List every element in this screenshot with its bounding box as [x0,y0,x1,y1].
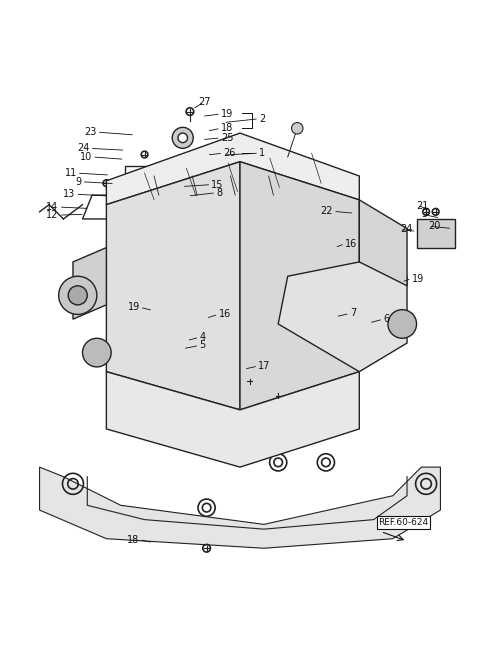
Text: 9: 9 [75,177,82,187]
Text: 17: 17 [258,361,271,371]
Circle shape [388,309,417,338]
Text: 5: 5 [199,340,206,350]
Circle shape [68,285,87,305]
Text: 26: 26 [223,148,236,158]
Text: 16: 16 [345,239,357,249]
Text: 2: 2 [259,114,265,124]
Text: 11: 11 [64,168,77,178]
Text: 3: 3 [421,209,428,219]
Circle shape [291,123,303,134]
Text: 24: 24 [77,143,90,153]
Circle shape [172,127,193,148]
Text: 19: 19 [221,109,233,119]
Text: REF.60-624: REF.60-624 [378,518,429,527]
Text: 12: 12 [46,210,59,220]
Polygon shape [73,247,107,319]
Text: 18: 18 [127,535,139,545]
Polygon shape [278,262,407,372]
Text: 8: 8 [216,187,222,197]
Polygon shape [107,372,360,467]
Text: 10: 10 [80,152,92,162]
Polygon shape [360,200,407,285]
Text: 13: 13 [63,189,75,199]
Text: 7: 7 [350,308,356,318]
Polygon shape [107,133,360,205]
Text: 24: 24 [400,225,412,235]
Text: 19: 19 [128,302,140,312]
Circle shape [59,276,97,314]
Text: 20: 20 [429,221,441,231]
Polygon shape [107,161,240,410]
Polygon shape [240,161,360,410]
Text: 25: 25 [221,133,233,143]
Circle shape [178,133,188,143]
Text: 4: 4 [199,332,205,342]
Text: 27: 27 [198,97,210,107]
Text: 16: 16 [218,309,231,319]
Polygon shape [39,467,441,548]
Text: 23: 23 [84,127,97,137]
Text: 6: 6 [383,314,389,324]
Text: 21: 21 [417,201,429,211]
Text: 1: 1 [259,148,265,158]
Text: 15: 15 [211,179,224,189]
Polygon shape [417,219,455,247]
Text: 22: 22 [321,206,333,216]
Text: 14: 14 [47,202,59,212]
Text: 19: 19 [412,273,424,283]
Circle shape [83,338,111,367]
Text: 18: 18 [221,123,233,133]
